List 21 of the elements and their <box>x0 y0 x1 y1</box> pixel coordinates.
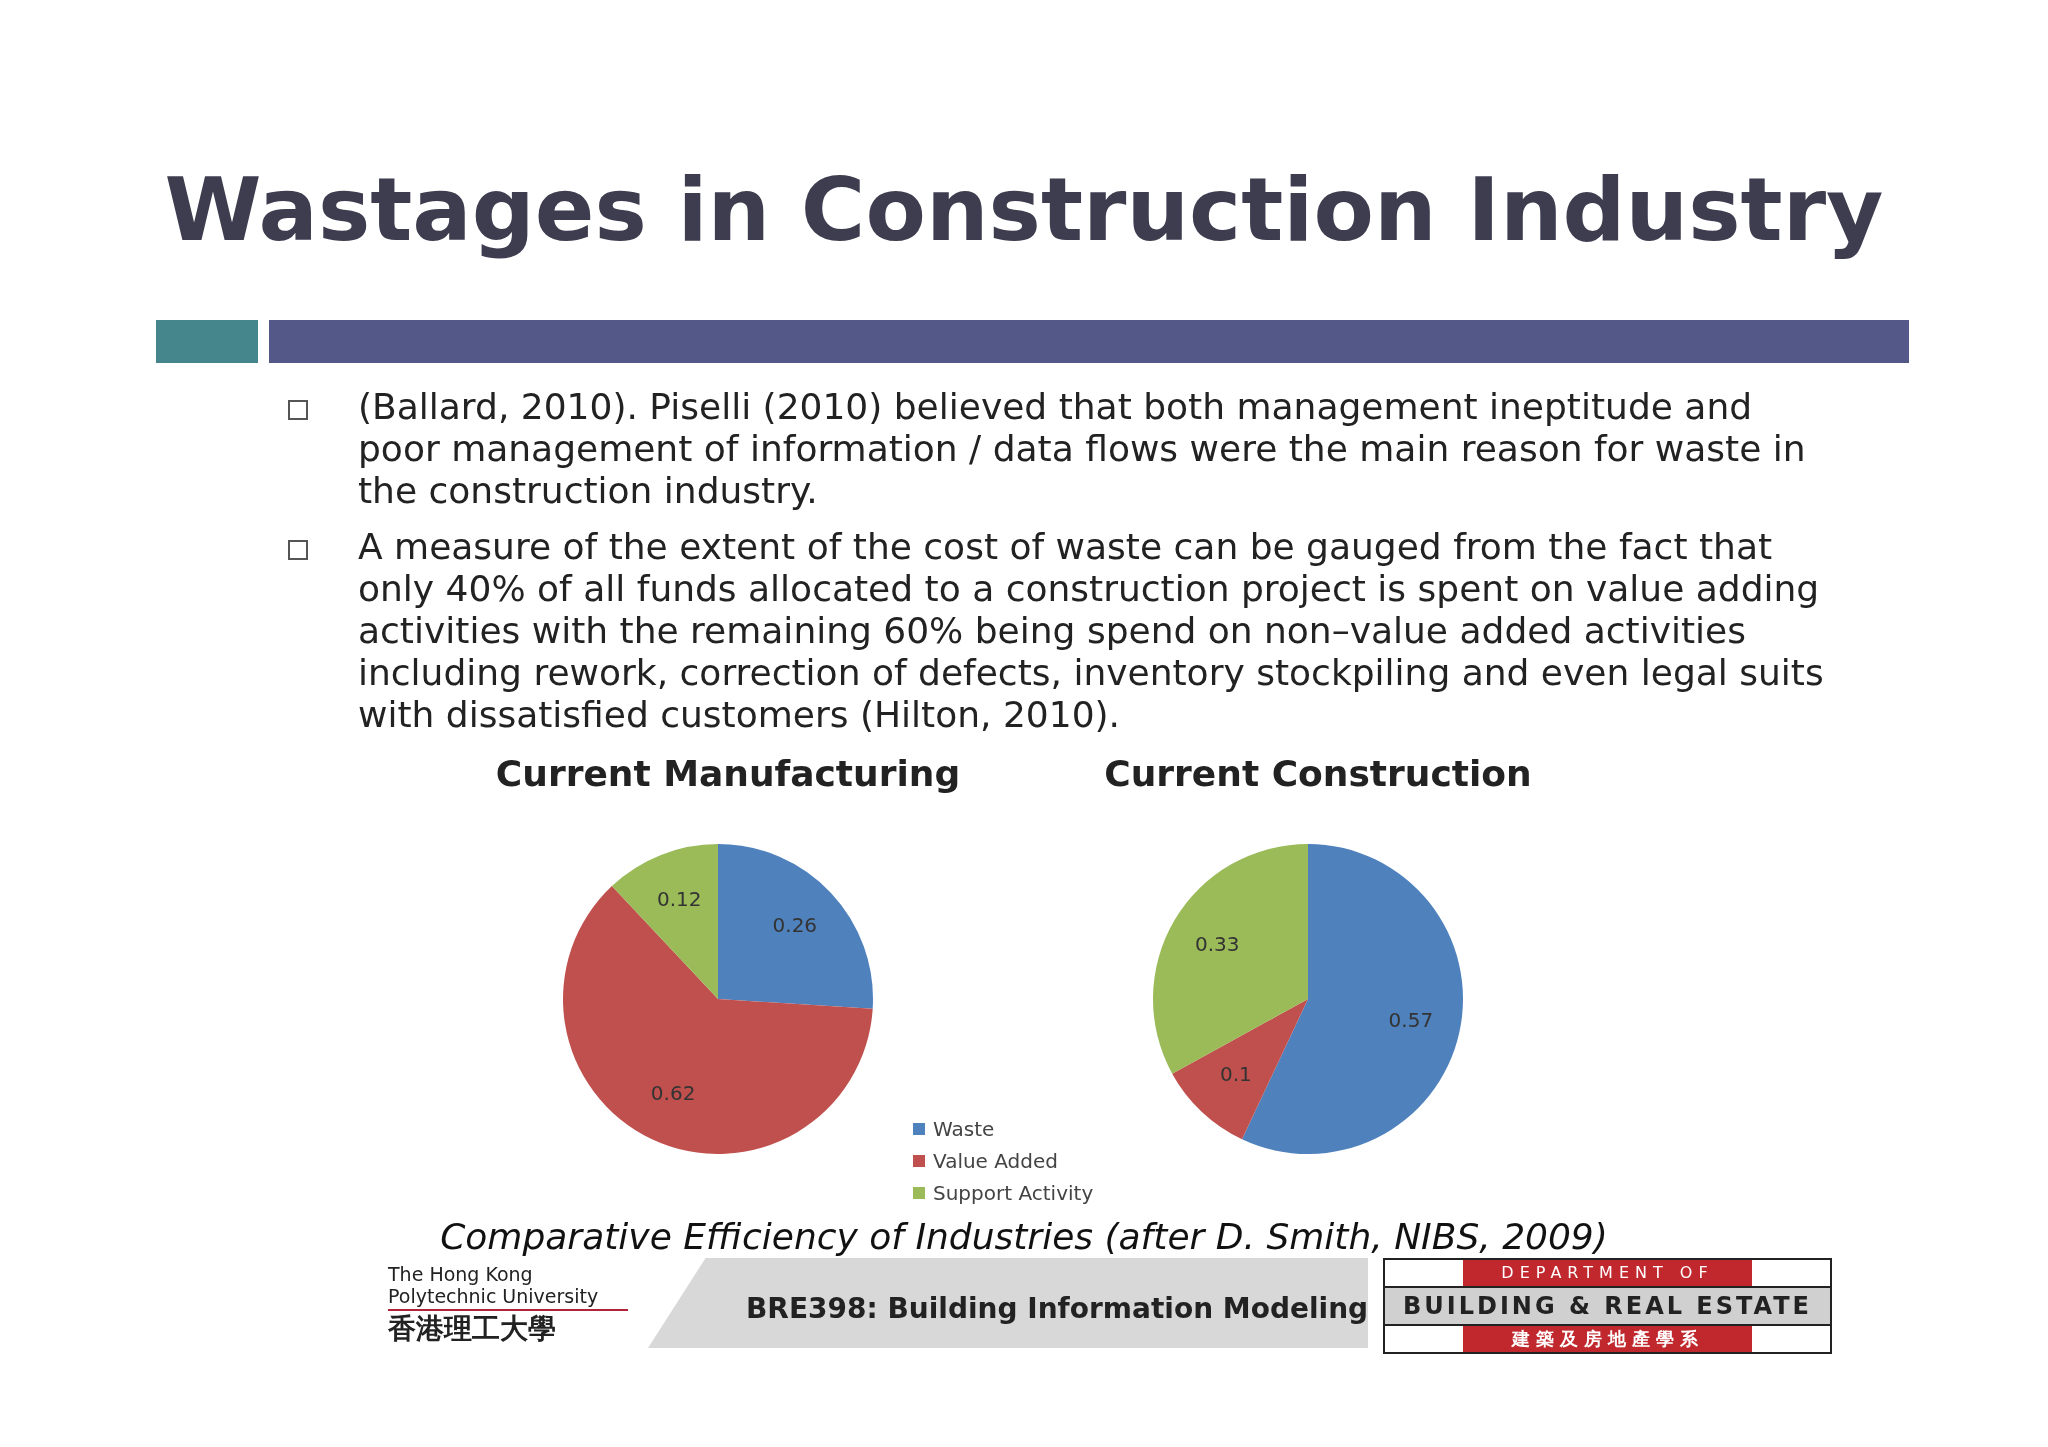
text: (Ballard, 2010). Piselli (2010) believed that both management ineptitude and poor management of information / data flows were the main reason for waste in the construction industry. <box>358 386 1807 512</box>
data-label: 0.62 <box>650 1080 696 1105</box>
text: Comparative Efficiency of Industries (after D. Smith, NIBS, 2009) <box>439 1216 1609 1257</box>
data-label: 0.1 <box>1219 1062 1252 1087</box>
data-label: 0.12 <box>656 887 702 912</box>
legend-label: Value Added <box>932 1148 1059 1175</box>
text: A measure of the extent of the cost of waste can be gauged from the fact that only 40% of all funds allocated to a construction project is spent on value adding activities with the remaining 60% being spend on non–value added activities including rework, correction of defects, inventory stockpiling and even legal suits with dissatisfied customers (Hilton, 2010). <box>358 526 1825 736</box>
text: Wastages in Construction Industry <box>163 158 1885 261</box>
chart-title: Current Construction <box>1103 753 1533 794</box>
legend-label: Support Activity <box>932 1180 1094 1207</box>
data-label: 0.26 <box>772 913 818 938</box>
text: 建築及房地產學系 <box>1463 1326 1752 1352</box>
text: The Hong Kong Polytechnic University <box>388 1263 628 1311</box>
legend-label: Waste <box>932 1116 996 1143</box>
text: DEPARTMENT OF <box>1463 1260 1752 1286</box>
text: BUILDING & REAL ESTATE <box>1385 1286 1830 1326</box>
data-label: 0.33 <box>1195 931 1240 956</box>
data-label: 0.57 <box>1388 1008 1434 1033</box>
text: 香港理工大學 <box>388 1311 557 1347</box>
chart-title: Current Manufacturing <box>494 753 962 794</box>
text: BRE398: Building Information Modeling <box>746 1292 1369 1325</box>
